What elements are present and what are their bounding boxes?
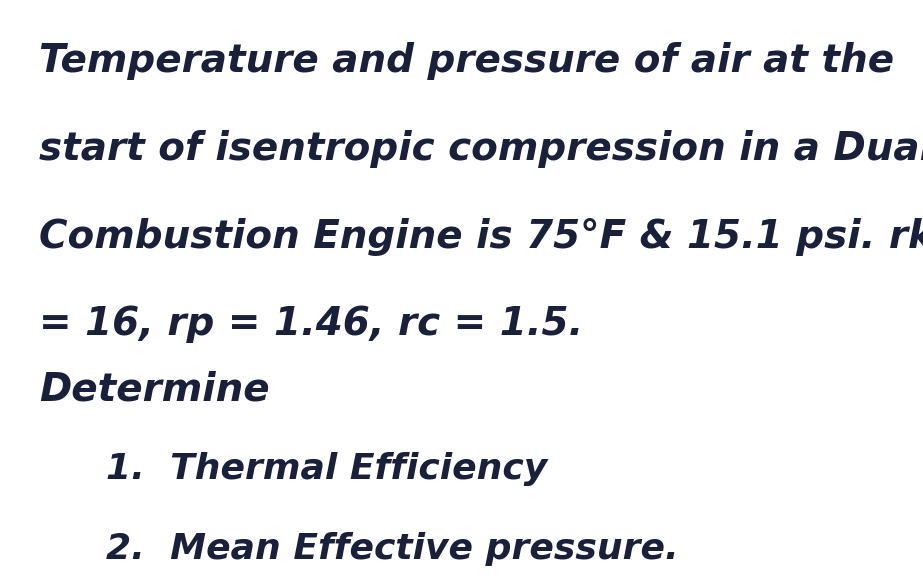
Text: Determine: Determine [39,370,270,408]
Text: 2.  Mean Effective pressure.: 2. Mean Effective pressure. [106,532,679,566]
Text: = 16, rp = 1.46, rc = 1.5.: = 16, rp = 1.46, rc = 1.5. [39,305,583,342]
Text: start of isentropic compression in a Dual: start of isentropic compression in a Dua… [39,130,923,168]
Text: Combustion Engine is 75°F & 15.1 psi. rk: Combustion Engine is 75°F & 15.1 psi. rk [39,218,923,256]
Text: Temperature and pressure of air at the: Temperature and pressure of air at the [39,43,893,80]
Text: 1.  Thermal Efficiency: 1. Thermal Efficiency [106,452,547,486]
